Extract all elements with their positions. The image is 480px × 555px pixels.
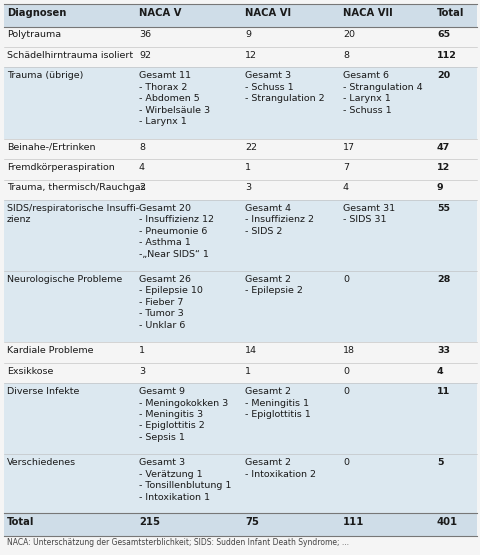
Bar — [4, 179, 476, 200]
Text: 112: 112 — [436, 51, 456, 60]
Text: 20: 20 — [342, 31, 354, 39]
Bar — [4, 342, 476, 363]
Text: NACA VI: NACA VI — [244, 8, 290, 18]
Bar — [4, 200, 476, 271]
Text: Schädelhirntrauma isoliert: Schädelhirntrauma isoliert — [7, 51, 133, 60]
Bar — [4, 4, 476, 27]
Text: 28: 28 — [436, 275, 449, 284]
Bar — [4, 159, 476, 179]
Text: Total: Total — [7, 517, 34, 527]
Bar — [4, 513, 476, 536]
Text: 75: 75 — [244, 517, 258, 527]
Text: 0: 0 — [342, 275, 348, 284]
Text: Kardiale Probleme: Kardiale Probleme — [7, 346, 93, 355]
Text: 11: 11 — [436, 387, 449, 396]
Text: 8: 8 — [342, 51, 348, 60]
Text: SIDS/respiratorische Insuffi-
zienz: SIDS/respiratorische Insuffi- zienz — [7, 204, 139, 224]
Bar — [4, 383, 476, 455]
Text: 0: 0 — [342, 387, 348, 396]
Text: 4: 4 — [342, 183, 348, 193]
Text: 47: 47 — [436, 143, 449, 152]
Bar — [4, 363, 476, 383]
Text: Gesamt 26
- Epilepsie 10
- Fieber 7
- Tumor 3
- Unklar 6: Gesamt 26 - Epilepsie 10 - Fieber 7 - Tu… — [139, 275, 203, 330]
Bar — [4, 139, 476, 159]
Text: Total: Total — [436, 8, 463, 18]
Text: Gesamt 2
- Epilepsie 2: Gesamt 2 - Epilepsie 2 — [244, 275, 302, 295]
Text: Gesamt 20
- Insuffizienz 12
- Pneumonie 6
- Asthma 1
-„Near SIDS“ 1: Gesamt 20 - Insuffizienz 12 - Pneumonie … — [139, 204, 214, 259]
Text: Trauma, thermisch/Rauchgas: Trauma, thermisch/Rauchgas — [7, 183, 145, 193]
Text: 12: 12 — [244, 51, 256, 60]
Text: 0: 0 — [342, 367, 348, 376]
Text: 4: 4 — [139, 163, 144, 172]
Text: NACA V: NACA V — [139, 8, 181, 18]
Text: 14: 14 — [244, 346, 256, 355]
Text: 401: 401 — [436, 517, 457, 527]
Text: 55: 55 — [436, 204, 449, 213]
Text: 18: 18 — [342, 346, 354, 355]
Text: 33: 33 — [436, 346, 449, 355]
Text: Gesamt 31
- SIDS 31: Gesamt 31 - SIDS 31 — [342, 204, 394, 224]
Text: NACA: Unterschätzung der Gesamtsterblichkeit; SIDS: Sudden Infant Death Syndrome: NACA: Unterschätzung der Gesamtsterblich… — [7, 538, 348, 547]
Text: 9: 9 — [244, 31, 251, 39]
Text: NACA VII: NACA VII — [342, 8, 392, 18]
Text: 4: 4 — [436, 367, 443, 376]
Bar — [4, 47, 476, 68]
Text: 22: 22 — [244, 143, 256, 152]
Text: Gesamt 3
- Schuss 1
- Strangulation 2: Gesamt 3 - Schuss 1 - Strangulation 2 — [244, 72, 324, 103]
Text: 8: 8 — [139, 143, 144, 152]
Text: 111: 111 — [342, 517, 364, 527]
Text: Diagnosen: Diagnosen — [7, 8, 66, 18]
Text: Exsikkose: Exsikkose — [7, 367, 53, 376]
Text: Gesamt 2
- Intoxikation 2: Gesamt 2 - Intoxikation 2 — [244, 458, 315, 479]
Text: 0: 0 — [342, 458, 348, 467]
Text: 36: 36 — [139, 31, 151, 39]
Text: 1: 1 — [244, 367, 251, 376]
Text: Gesamt 11
- Thorax 2
- Abdomen 5
- Wirbelsäule 3
- Larynx 1: Gesamt 11 - Thorax 2 - Abdomen 5 - Wirbe… — [139, 72, 210, 126]
Text: 92: 92 — [139, 51, 151, 60]
Bar — [4, 68, 476, 139]
Text: Gesamt 3
- Verätzung 1
- Tonsillenblutung 1
- Intoxikation 1: Gesamt 3 - Verätzung 1 - Tonsillenblutun… — [139, 458, 231, 502]
Text: 7: 7 — [342, 163, 348, 172]
Text: 3: 3 — [139, 367, 145, 376]
Bar — [4, 455, 476, 513]
Text: Gesamt 9
- Meningokokken 3
- Meningitis 3
- Epiglottitis 2
- Sepsis 1: Gesamt 9 - Meningokokken 3 - Meningitis … — [139, 387, 228, 442]
Text: 1: 1 — [244, 163, 251, 172]
Text: 17: 17 — [342, 143, 354, 152]
Text: Gesamt 2
- Meningitis 1
- Epiglottitis 1: Gesamt 2 - Meningitis 1 - Epiglottitis 1 — [244, 387, 310, 419]
Text: 5: 5 — [436, 458, 443, 467]
Bar — [4, 271, 476, 342]
Text: 1: 1 — [139, 346, 144, 355]
Text: 3: 3 — [244, 183, 251, 193]
Text: 20: 20 — [436, 72, 449, 80]
Text: Neurologische Probleme: Neurologische Probleme — [7, 275, 122, 284]
Text: 9: 9 — [436, 183, 443, 193]
Text: 12: 12 — [436, 163, 449, 172]
Text: Verschiedenes: Verschiedenes — [7, 458, 76, 467]
Bar — [4, 27, 476, 47]
Text: 215: 215 — [139, 517, 160, 527]
Text: Gesamt 6
- Strangulation 4
- Larynx 1
- Schuss 1: Gesamt 6 - Strangulation 4 - Larynx 1 - … — [342, 72, 422, 115]
Text: Polytrauma: Polytrauma — [7, 31, 61, 39]
Text: 2: 2 — [139, 183, 144, 193]
Text: Fremdkörperaspiration: Fremdkörperaspiration — [7, 163, 115, 172]
Text: Diverse Infekte: Diverse Infekte — [7, 387, 79, 396]
Text: Beinahe-/Ertrinken: Beinahe-/Ertrinken — [7, 143, 96, 152]
Text: 65: 65 — [436, 31, 449, 39]
Text: Gesamt 4
- Insuffizienz 2
- SIDS 2: Gesamt 4 - Insuffizienz 2 - SIDS 2 — [244, 204, 313, 236]
Text: Trauma (übrige): Trauma (übrige) — [7, 72, 83, 80]
